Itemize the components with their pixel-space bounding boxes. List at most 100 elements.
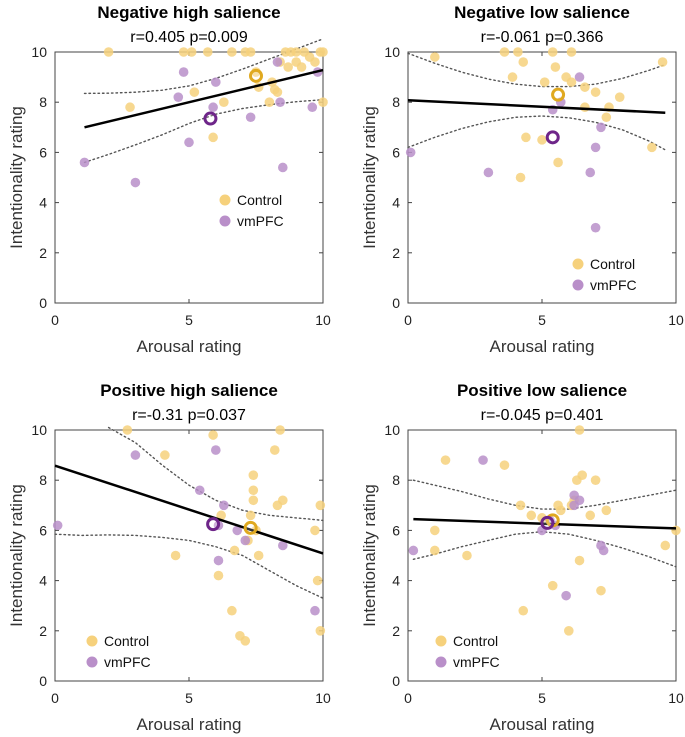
regression-line (84, 68, 324, 129)
vmpfc-point (211, 77, 221, 87)
control-point (657, 57, 668, 67)
vmpfc-point (232, 525, 243, 536)
control-point (547, 580, 558, 591)
y-tick-label: 10 (31, 422, 47, 438)
x-tick-label: 0 (51, 690, 59, 706)
vmpfc-point (219, 500, 229, 511)
control-point (189, 87, 200, 97)
vmpfc-point (561, 590, 571, 601)
control-point (462, 550, 472, 561)
control-point (240, 636, 251, 646)
control-point (248, 470, 259, 480)
y-tick-label: 0 (392, 673, 400, 689)
ci-upper-line (412, 479, 677, 510)
ci-lower-line (54, 533, 324, 599)
x-axis-label: Arousal rating (490, 337, 595, 356)
control-point (518, 57, 529, 67)
plot-frame (407, 429, 677, 682)
control-point (310, 525, 320, 536)
vmpfc-point (208, 102, 218, 113)
vmpfc-point (245, 112, 256, 123)
panel-neg-high: Negative high salience r=0.405 p=0.009 0 2 4… (7, 3, 331, 356)
legend-vmpfc-swatch (86, 656, 98, 668)
vmpfc-point (278, 540, 288, 551)
control-point (660, 540, 671, 551)
vmpfc-point (408, 545, 419, 556)
regression-line (54, 464, 324, 555)
control-point (208, 430, 218, 440)
control-point (248, 485, 259, 496)
control-point (440, 455, 451, 465)
control-point (178, 47, 189, 57)
control-point (574, 555, 585, 566)
control-point (227, 605, 237, 616)
control-point (430, 52, 440, 62)
vmpfc-point (213, 555, 224, 566)
control-point (160, 450, 170, 460)
control-point (318, 97, 328, 107)
vmpfc-point (184, 137, 194, 148)
legend-vmpfc-swatch (219, 215, 231, 227)
y-tick-label: 8 (39, 94, 47, 110)
vmpfc-point (275, 97, 285, 107)
control-point (515, 500, 526, 511)
legend-control-swatch (219, 194, 231, 206)
control-point (219, 97, 229, 107)
control-point (291, 47, 302, 57)
ci-lower-line (412, 530, 677, 568)
y-tick-label: 4 (39, 573, 47, 589)
control-point (537, 513, 547, 523)
control-point (208, 132, 218, 143)
legend-vmpfc-label: vmPFC (237, 213, 284, 229)
vmpfc-point (240, 535, 251, 546)
legend-control-swatch (572, 258, 584, 270)
y-tick-label: 4 (392, 195, 400, 211)
control-point (521, 132, 531, 143)
panel-neg-low: Negative low salience r=-0.061 p=0.366 0 2 4… (360, 3, 684, 356)
x-tick-label: 5 (538, 312, 546, 328)
control-point (318, 47, 328, 57)
x-tick-label: 10 (668, 312, 684, 328)
control-mean-marker (243, 520, 258, 535)
regression-line (413, 517, 677, 530)
control-point (272, 87, 283, 97)
y-tick-label: 0 (39, 295, 47, 311)
vmpfc-point (211, 445, 221, 455)
control-point (499, 460, 510, 470)
x-tick-label: 0 (404, 312, 412, 328)
control-point (566, 47, 577, 57)
y-tick-label: 2 (392, 623, 400, 639)
vmpfc-point (310, 605, 320, 616)
control-point (275, 425, 285, 435)
plot-frame (407, 51, 677, 304)
vmpfc-point (478, 455, 488, 465)
control-point (515, 172, 526, 183)
vmpfc-point (194, 485, 205, 496)
vmpfc-point (173, 92, 184, 102)
control-point (310, 57, 320, 67)
vmpfc-mean-marker (545, 130, 560, 145)
control-point (186, 47, 197, 57)
control-point (245, 510, 256, 521)
vmpfc-point (590, 222, 601, 233)
vmpfc-point (130, 450, 141, 460)
vmpfc-mean-marker (203, 111, 218, 126)
ci-lower-line (83, 99, 324, 164)
legend-vmpfc-swatch (572, 279, 584, 291)
control-point (539, 77, 550, 87)
vmpfc-point (574, 495, 585, 506)
control-point (315, 500, 326, 511)
y-tick-label: 8 (39, 472, 47, 488)
control-point (269, 445, 280, 455)
legend: Control vmPFC (572, 256, 637, 293)
x-axis-label: Arousal rating (137, 715, 242, 734)
control-point (213, 570, 224, 581)
control-point (278, 495, 288, 506)
control-point (170, 550, 181, 561)
control-point (103, 47, 114, 57)
control-point (499, 47, 510, 57)
control-point (574, 425, 585, 435)
ci-upper-line (407, 52, 666, 88)
control-point (248, 495, 259, 506)
regression-line (407, 98, 666, 114)
